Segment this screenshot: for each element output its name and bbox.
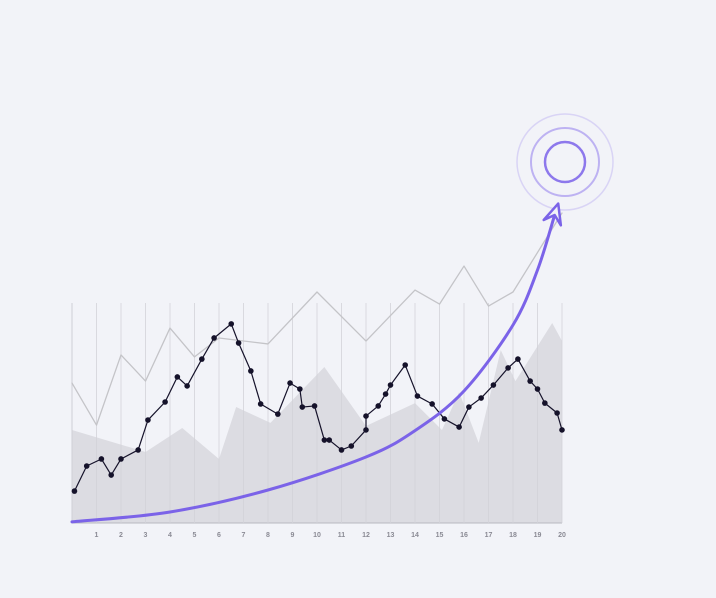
line-series bbox=[70, 213, 557, 524]
point bbox=[145, 417, 151, 423]
x-tick-label: 10 bbox=[313, 532, 321, 539]
x-tick-label: 9 bbox=[291, 532, 295, 539]
x-tick-label: 15 bbox=[436, 532, 444, 539]
x-tick-label: 14 bbox=[411, 532, 419, 539]
point bbox=[527, 378, 533, 384]
point bbox=[414, 393, 421, 399]
point bbox=[505, 365, 511, 371]
x-tick-label: 20 bbox=[558, 532, 566, 539]
point bbox=[287, 380, 293, 386]
point bbox=[71, 488, 78, 494]
point bbox=[326, 437, 333, 443]
point bbox=[228, 321, 235, 327]
point bbox=[257, 401, 264, 407]
point bbox=[375, 403, 382, 409]
point bbox=[559, 427, 565, 433]
point bbox=[466, 404, 472, 410]
point bbox=[162, 399, 168, 405]
point bbox=[456, 424, 462, 430]
x-tick-label: 1 bbox=[95, 532, 99, 539]
target-ring bbox=[530, 127, 600, 197]
x-tick-label: 19 bbox=[534, 532, 542, 539]
point bbox=[554, 410, 560, 416]
point bbox=[534, 386, 541, 392]
x-tick-label: 3 bbox=[144, 532, 148, 539]
point bbox=[118, 456, 124, 462]
x-tick-label: 13 bbox=[387, 532, 395, 539]
point bbox=[387, 382, 394, 388]
point bbox=[83, 463, 90, 469]
point bbox=[174, 374, 181, 380]
point bbox=[490, 382, 497, 388]
point bbox=[478, 395, 484, 401]
point bbox=[199, 356, 205, 362]
target-ring bbox=[516, 113, 614, 211]
x-tick-label: 11 bbox=[338, 532, 346, 539]
point bbox=[402, 362, 409, 368]
point bbox=[184, 383, 190, 389]
point bbox=[441, 416, 448, 422]
x-tick-label: 6 bbox=[217, 532, 221, 539]
x-tick-label: 18 bbox=[509, 532, 517, 539]
point bbox=[382, 391, 389, 397]
point bbox=[297, 386, 303, 392]
point bbox=[348, 443, 355, 449]
point bbox=[321, 437, 328, 443]
line-series bbox=[71, 212, 563, 426]
point bbox=[542, 400, 548, 406]
point bbox=[311, 403, 318, 409]
target-ring bbox=[543, 140, 587, 184]
point bbox=[211, 335, 217, 341]
target bbox=[516, 113, 614, 211]
point bbox=[108, 472, 114, 478]
point bbox=[363, 413, 369, 419]
point bbox=[338, 447, 345, 453]
point bbox=[299, 404, 306, 410]
x-tick-label: 7 bbox=[242, 532, 246, 539]
point bbox=[363, 427, 369, 433]
point bbox=[275, 411, 281, 417]
point bbox=[248, 368, 254, 374]
x-tick-label: 4 bbox=[168, 532, 172, 539]
point bbox=[235, 340, 242, 346]
point bbox=[98, 456, 105, 462]
x-tick-label: 12 bbox=[362, 532, 370, 539]
point bbox=[135, 447, 141, 453]
x-tick-label: 8 bbox=[266, 532, 270, 539]
x-tick-label: 5 bbox=[193, 532, 197, 539]
point bbox=[429, 401, 435, 407]
x-tick-label: 2 bbox=[119, 532, 123, 539]
arrow-head bbox=[542, 202, 563, 227]
x-tick-label: 17 bbox=[485, 532, 493, 539]
x-tick-label: 16 bbox=[460, 532, 468, 539]
point bbox=[515, 356, 521, 362]
